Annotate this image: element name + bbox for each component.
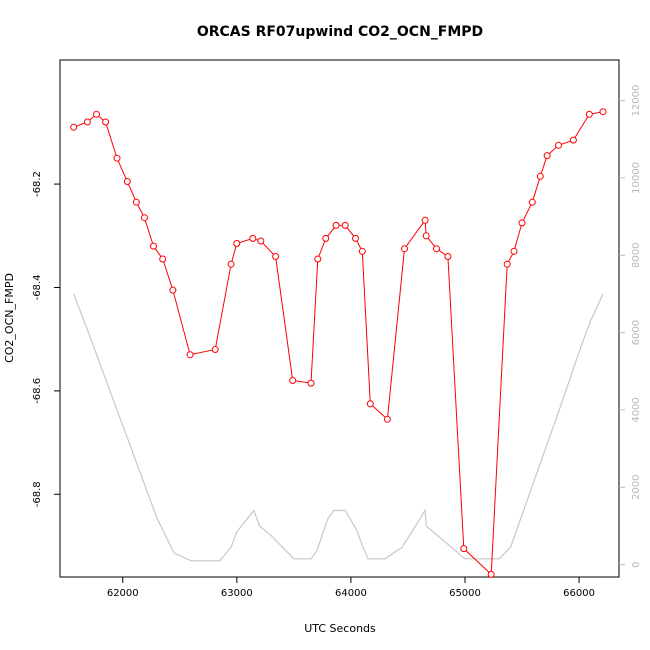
data-point	[422, 232, 430, 240]
x-axis-label: UTC Seconds	[304, 622, 376, 635]
x-tick-label: 65000	[449, 588, 481, 599]
y2-tick-label: 6000	[631, 320, 642, 345]
data-point	[366, 400, 374, 408]
data-point	[249, 234, 257, 242]
data-point	[528, 198, 536, 206]
data-point	[510, 247, 518, 255]
y-tick-label: -68.8	[32, 481, 43, 507]
y2-tick-label: 10000	[631, 162, 642, 194]
y-tick-label: -68.4	[32, 275, 43, 301]
y-tick-label: -68.6	[32, 378, 43, 404]
data-point	[358, 247, 366, 255]
plot-frame	[59, 59, 620, 578]
chart-title: ORCAS RF07upwind CO2_OCN_FMPD	[197, 24, 483, 40]
x-tick-label: 62000	[107, 588, 139, 599]
data-point	[518, 219, 526, 227]
x-tick-label: 64000	[335, 588, 367, 599]
data-point	[123, 178, 131, 185]
data-point	[383, 415, 391, 423]
series-right-line	[73, 293, 604, 562]
data-point	[102, 118, 110, 126]
data-point	[555, 141, 562, 149]
y2-tick-label: 8000	[631, 243, 642, 268]
data-point	[140, 214, 148, 222]
x-axis: 62000 63000 64000 65000 66000	[107, 577, 595, 599]
y2-tick-label: 4000	[631, 397, 642, 422]
data-point	[569, 136, 577, 144]
data-point	[314, 255, 322, 263]
data-point	[70, 123, 78, 131]
data-point	[233, 240, 241, 247]
data-point	[159, 255, 167, 263]
data-point	[401, 245, 408, 253]
data-point	[93, 110, 100, 118]
data-point	[332, 221, 340, 229]
x-tick-label: 66000	[563, 588, 595, 599]
x-tick-label: 63000	[221, 588, 253, 599]
data-point	[113, 154, 121, 162]
y2-tick-label: 12000	[631, 85, 642, 117]
data-point	[322, 234, 330, 242]
data-point	[272, 253, 280, 260]
series-left-line	[70, 108, 607, 578]
y-axis: -68.2 -68.4 -68.6 -68.8	[32, 171, 60, 507]
data-point	[211, 346, 219, 353]
data-point	[444, 253, 452, 260]
data-point	[460, 545, 468, 553]
y2-tick-label: 0	[631, 561, 642, 567]
data-point	[132, 198, 140, 206]
y2-tick-label: 2000	[631, 475, 642, 500]
right-y-axis: 0 2000 4000 6000 8000 10000 12000	[619, 85, 642, 568]
data-point	[289, 377, 297, 384]
series-left-polyline	[73, 111, 604, 576]
data-point	[503, 260, 511, 268]
data-point	[543, 152, 551, 160]
data-point	[599, 108, 607, 116]
data-point	[341, 221, 349, 229]
y-tick-label: -68.2	[32, 171, 43, 197]
data-point	[487, 570, 495, 578]
data-point	[227, 260, 235, 268]
series-right-polyline	[73, 293, 604, 562]
data-point	[433, 245, 440, 253]
data-point	[186, 351, 194, 359]
data-point	[585, 110, 593, 118]
data-point	[257, 237, 265, 245]
data-point	[83, 118, 91, 126]
data-point	[536, 172, 544, 180]
y-axis-label: CO2_OCN_FMPD	[3, 273, 16, 363]
data-point	[169, 286, 177, 294]
data-point	[307, 379, 315, 387]
data-point	[352, 234, 359, 242]
data-point	[421, 216, 429, 224]
data-point	[150, 242, 157, 250]
